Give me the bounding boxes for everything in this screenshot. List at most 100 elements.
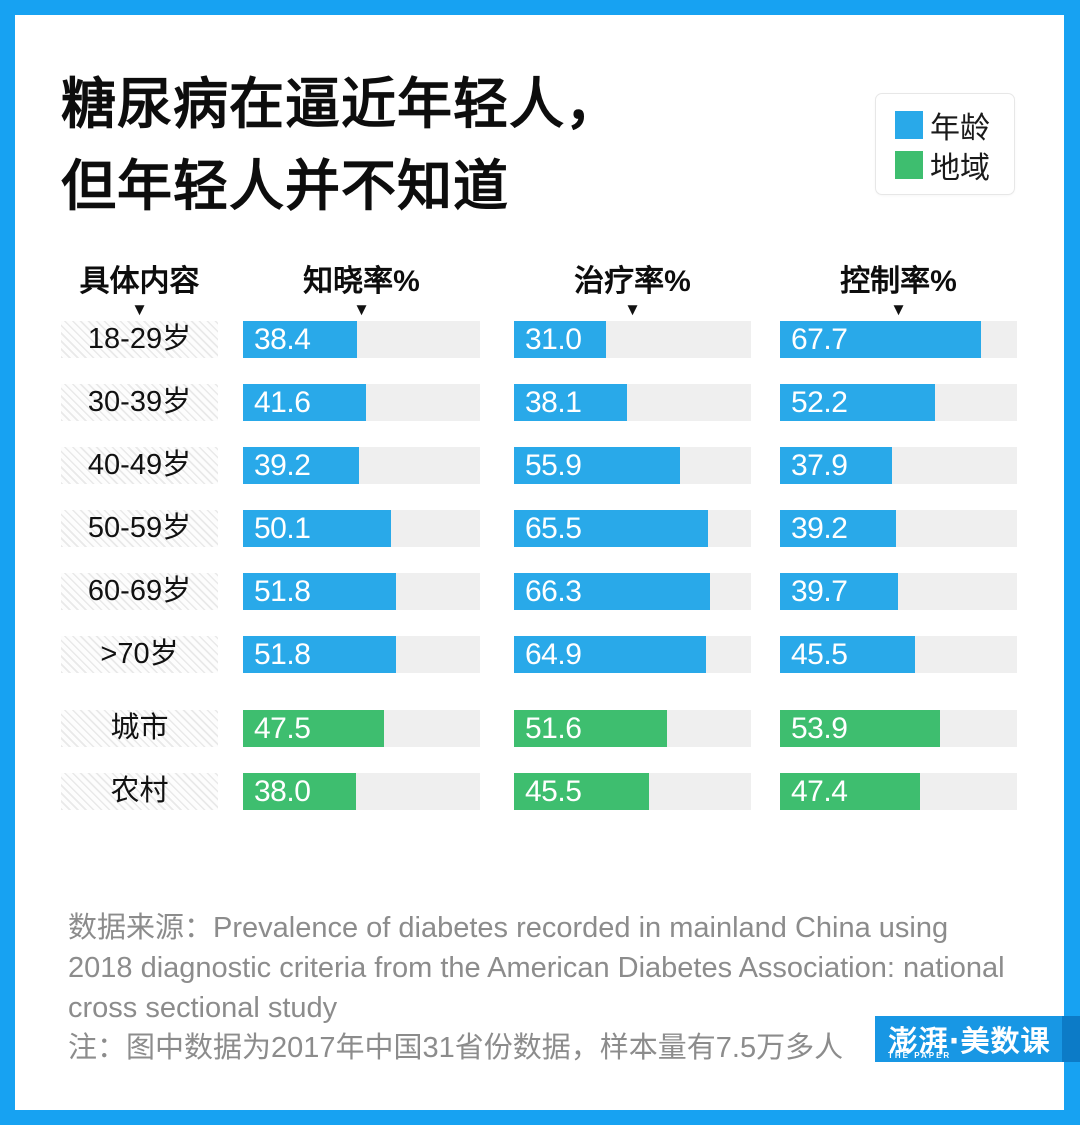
bar-track: 41.6: [243, 384, 480, 421]
note-text: 注：图中数据为2017年中国31省份数据，样本量有7.5万多人: [68, 1032, 844, 1064]
table-row: 40-49岁 39.2 55.9 37.9: [61, 447, 1036, 484]
bar-value: 47.4: [791, 774, 848, 808]
bar-fill: 38.4: [243, 321, 357, 358]
legend-item-region: 地域: [895, 151, 1014, 185]
bar-value: 50.1: [254, 511, 311, 545]
bar-fill: 45.5: [514, 773, 649, 810]
bar-fill: 47.4: [780, 773, 921, 810]
table-row: 30-39岁 41.6 38.1 52.2: [61, 384, 1036, 421]
row-label: 60-69岁: [61, 573, 218, 610]
page-title: 糖尿病在逼近年轻人， 但年轻人并不知道: [61, 63, 621, 227]
bar-track: 51.8: [243, 636, 480, 673]
row-label: >70岁: [61, 636, 218, 673]
legend-label-region: 地域: [930, 152, 990, 185]
sort-arrow-icon: ▼: [353, 300, 370, 319]
table-row: 50-59岁 50.1 65.5 39.2: [61, 510, 1036, 547]
bar-fill: 51.8: [243, 573, 397, 610]
bar-track: 38.1: [514, 384, 751, 421]
bar-track: 45.5: [780, 636, 1017, 673]
bar-fill: 47.5: [243, 710, 384, 747]
bar-track: 38.4: [243, 321, 480, 358]
bar-fill: 66.3: [514, 573, 711, 610]
legend-swatch-age: [895, 111, 923, 139]
bar-fill: 39.2: [243, 447, 360, 484]
bar-value: 38.1: [525, 385, 582, 419]
footer: 数据来源：Prevalence of diabetes recorded in …: [68, 908, 1013, 1068]
bar-fill: 41.6: [243, 384, 367, 421]
column-header-awareness: 知晓率% ▼: [303, 265, 420, 319]
row-label: 30-39岁: [61, 384, 218, 421]
bar-value: 45.5: [525, 774, 582, 808]
row-label: 农村: [61, 773, 218, 810]
bar-fill: 37.9: [780, 447, 893, 484]
the-paper-logo: 澎湃·美数课 THE PAPER: [875, 1016, 1080, 1062]
data-table: 具体内容 ▼ 知晓率% ▼ 治疗率% ▼ 控制率% ▼ 18-2: [61, 265, 1036, 836]
sort-arrow-icon: ▼: [131, 300, 148, 319]
bar-fill: 51.6: [514, 710, 667, 747]
bar-fill: 38.0: [243, 773, 356, 810]
table-row: >70岁 51.8 64.9 45.5: [61, 636, 1036, 673]
age-group-rows: 18-29岁 38.4 31.0 67.7 30-39岁 41.6: [61, 321, 1036, 673]
row-label: 城市: [61, 710, 218, 747]
bar-track: 64.9: [514, 636, 751, 673]
bar-fill: 65.5: [514, 510, 709, 547]
bar-value: 38.0: [254, 774, 311, 808]
bar-value: 51.6: [525, 711, 582, 745]
legend-item-age: 年龄: [895, 111, 1014, 145]
column-header-treatment: 治疗率% ▼: [574, 265, 691, 319]
bar-value: 53.9: [791, 711, 848, 745]
table-row: 60-69岁 51.8 66.3 39.7: [61, 573, 1036, 610]
legend-label-age: 年龄: [930, 112, 990, 145]
data-source-text: 数据来源：Prevalence of diabetes recorded in …: [68, 912, 1005, 1024]
bar-fill: 31.0: [514, 321, 606, 358]
bar-track: 47.4: [780, 773, 1017, 810]
bar-track: 38.0: [243, 773, 480, 810]
table-row: 18-29岁 38.4 31.0 67.7: [61, 321, 1036, 358]
bar-value: 39.2: [791, 511, 848, 545]
bar-value: 51.8: [254, 574, 311, 608]
bar-value: 52.2: [791, 385, 848, 419]
row-label: 40-49岁: [61, 447, 218, 484]
bar-track: 53.9: [780, 710, 1017, 747]
bar-fill: 53.9: [780, 710, 940, 747]
table-row: 城市 47.5 51.6 53.9: [61, 710, 1036, 747]
bar-track: 65.5: [514, 510, 751, 547]
bar-value: 47.5: [254, 711, 311, 745]
bar-track: 55.9: [514, 447, 751, 484]
bar-fill: 39.7: [780, 573, 898, 610]
bar-track: 51.6: [514, 710, 751, 747]
bar-track: 52.2: [780, 384, 1017, 421]
bar-track: 45.5: [514, 773, 751, 810]
sort-arrow-icon: ▼: [890, 300, 907, 319]
region-group-rows: 城市 47.5 51.6 53.9 农村 38.0: [61, 710, 1036, 810]
logo-subtext: THE PAPER: [888, 1051, 952, 1060]
bar-fill: 50.1: [243, 510, 392, 547]
bar-track: 37.9: [780, 447, 1017, 484]
bar-fill: 64.9: [514, 636, 707, 673]
table-header: 具体内容 ▼ 知晓率% ▼ 治疗率% ▼ 控制率% ▼: [61, 265, 1036, 321]
table-row: 农村 38.0 45.5 47.4: [61, 773, 1036, 810]
bar-fill: 45.5: [780, 636, 915, 673]
bar-value: 51.8: [254, 637, 311, 671]
bar-value: 37.9: [791, 448, 848, 482]
bar-fill: 39.2: [780, 510, 897, 547]
column-header-control: 控制率% ▼: [840, 265, 957, 319]
bar-track: 50.1: [243, 510, 480, 547]
bar-track: 39.2: [243, 447, 480, 484]
bar-value: 45.5: [791, 637, 848, 671]
bar-fill: 67.7: [780, 321, 981, 358]
bar-value: 64.9: [525, 637, 582, 671]
bar-value: 41.6: [254, 385, 311, 419]
page-title-line2: 但年轻人并不知道: [61, 155, 510, 217]
bar-track: 67.7: [780, 321, 1017, 358]
bar-value: 38.4: [254, 322, 311, 356]
bar-value: 67.7: [791, 322, 848, 356]
row-label: 18-29岁: [61, 321, 218, 358]
logo-edge-decoration: [1062, 1016, 1080, 1062]
bar-value: 66.3: [525, 574, 582, 608]
bar-track: 66.3: [514, 573, 751, 610]
bar-fill: 55.9: [514, 447, 680, 484]
logo-text: 澎湃·美数课: [888, 1024, 1051, 1058]
bar-value: 39.2: [254, 448, 311, 482]
